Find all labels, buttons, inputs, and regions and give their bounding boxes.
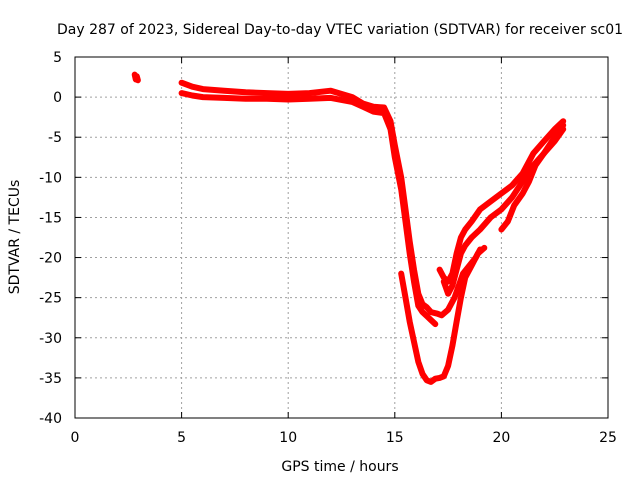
y-tick-label: -25 [39, 291, 62, 307]
x-tick-label: 15 [386, 430, 404, 446]
x-tick-label: 20 [492, 430, 510, 446]
x-tick-label: 25 [599, 430, 617, 446]
x-tick-labels: 0 5 10 15 20 25 [71, 430, 617, 446]
y-tick-label: -35 [39, 371, 62, 387]
grid-lines [75, 57, 608, 418]
y-tick-label: -20 [39, 251, 62, 267]
series-main-band-upper [178, 79, 484, 319]
tick-marks [74, 56, 609, 419]
y-tick-label: -5 [48, 130, 62, 146]
plot-frame [74, 56, 609, 419]
x-axis-label: GPS time / hours [281, 459, 398, 475]
data-series [131, 71, 567, 385]
x-tick-label: 0 [71, 430, 80, 446]
chart-title: Day 287 of 2023, Sidereal Day-to-day VTE… [57, 22, 623, 38]
x-tick-label: 5 [177, 430, 186, 446]
y-tick-label: 0 [53, 90, 62, 106]
y-tick-label: 5 [53, 50, 62, 66]
y-axis-label: SDTVAR / TECUs [7, 180, 23, 295]
x-tick-label: 10 [279, 430, 297, 446]
series-late-segment [498, 122, 567, 233]
y-tick-label: -10 [39, 170, 62, 186]
y-tick-labels: 5 0 -5 -10 -15 -20 -25 -30 -35 -40 [39, 50, 62, 427]
series-recovery-upper [436, 118, 567, 285]
y-tick-label: -30 [39, 331, 62, 347]
y-tick-label: -40 [39, 411, 62, 427]
series-main-band-lower [178, 90, 439, 328]
y-tick-label: -15 [39, 210, 62, 226]
series-secondary-late-band [398, 244, 488, 385]
series-isolated-early [131, 71, 141, 84]
